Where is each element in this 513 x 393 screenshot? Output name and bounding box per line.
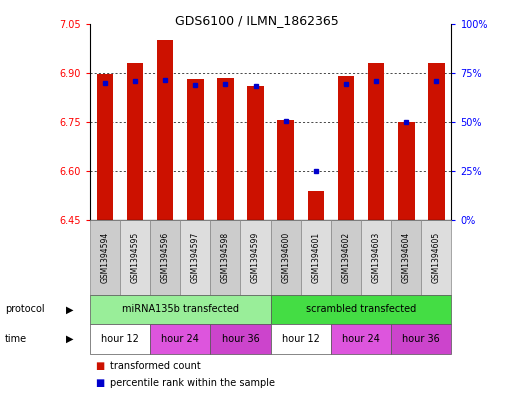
Bar [187,79,204,220]
Text: hour 36: hour 36 [402,334,440,344]
Bar [210,220,241,295]
Bar [90,295,271,324]
Text: GSM1394597: GSM1394597 [191,232,200,283]
Text: GSM1394605: GSM1394605 [432,232,441,283]
Bar [271,324,331,354]
Bar [271,295,451,324]
Text: GSM1394602: GSM1394602 [342,232,350,283]
Text: hour 24: hour 24 [342,334,380,344]
Bar [331,324,391,354]
Text: GSM1394599: GSM1394599 [251,232,260,283]
Bar [241,220,271,295]
Bar [368,63,384,220]
Bar [338,76,354,220]
Bar [90,324,150,354]
Bar [120,220,150,295]
Text: hour 12: hour 12 [282,334,320,344]
Text: ▶: ▶ [66,334,73,344]
Text: ■: ■ [95,378,104,388]
Text: ▶: ▶ [66,305,73,314]
Bar [150,324,210,354]
Bar [247,86,264,220]
Text: GSM1394598: GSM1394598 [221,232,230,283]
Bar [278,120,294,220]
Text: scrambled transfected: scrambled transfected [306,305,416,314]
Text: time: time [5,334,27,344]
Text: percentile rank within the sample: percentile rank within the sample [110,378,275,388]
Text: GDS6100 / ILMN_1862365: GDS6100 / ILMN_1862365 [174,14,339,27]
Text: GSM1394594: GSM1394594 [101,232,109,283]
Bar [398,122,415,220]
Bar [307,191,324,220]
Text: protocol: protocol [5,305,45,314]
Text: GSM1394600: GSM1394600 [281,232,290,283]
Text: GSM1394595: GSM1394595 [130,232,140,283]
Bar [331,220,361,295]
Text: GSM1394596: GSM1394596 [161,232,170,283]
Bar [180,220,210,295]
Bar [127,63,143,220]
Text: GSM1394603: GSM1394603 [371,232,381,283]
Text: ■: ■ [95,361,104,371]
Text: transformed count: transformed count [110,361,201,371]
Bar [157,40,173,220]
Bar [96,74,113,220]
Bar [150,220,180,295]
Bar [428,63,445,220]
Text: hour 12: hour 12 [101,334,139,344]
Bar [217,78,234,220]
Text: GSM1394604: GSM1394604 [402,232,411,283]
Bar [301,220,331,295]
Text: GSM1394601: GSM1394601 [311,232,320,283]
Bar [391,220,421,295]
Bar [361,220,391,295]
Bar [391,324,451,354]
Text: hour 24: hour 24 [161,334,199,344]
Bar [90,220,120,295]
Text: miRNA135b transfected: miRNA135b transfected [122,305,239,314]
Bar [421,220,451,295]
Text: hour 36: hour 36 [222,334,260,344]
Bar [210,324,271,354]
Bar [271,220,301,295]
